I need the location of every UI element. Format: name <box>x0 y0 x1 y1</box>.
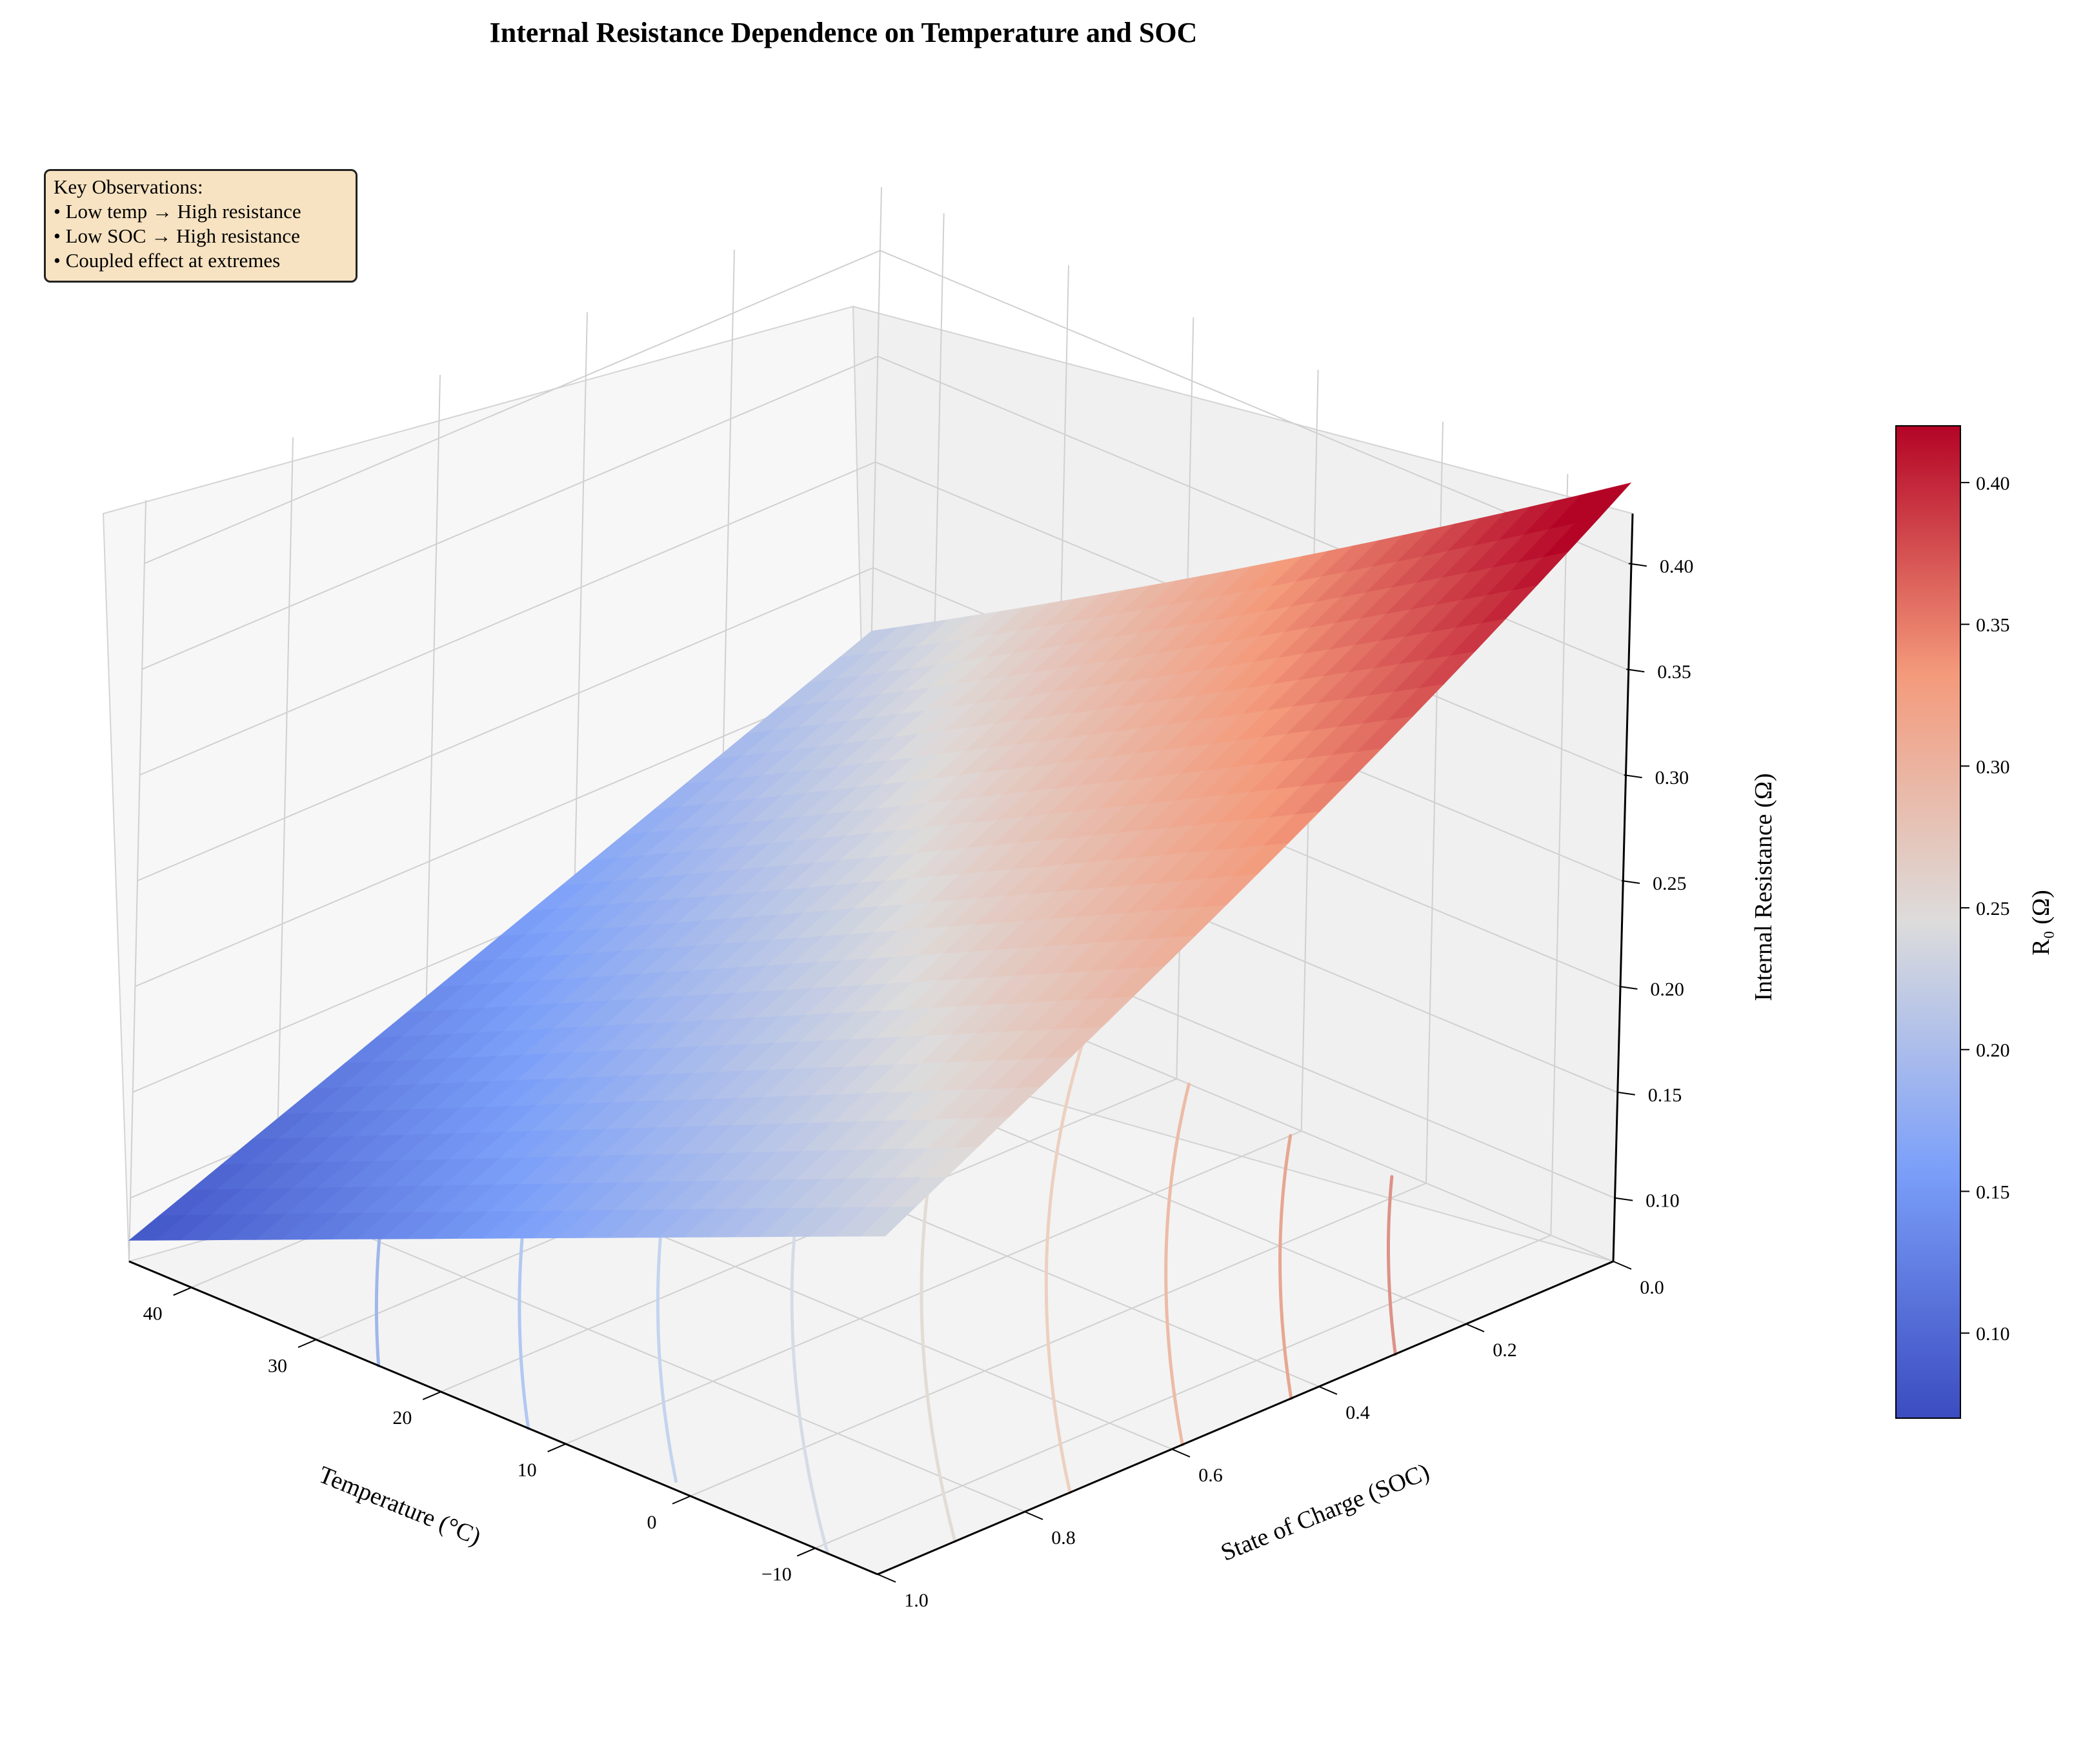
soc-tick <box>877 1574 896 1583</box>
soc-tick-label: 0.0 <box>1640 1277 1664 1298</box>
soc-tick <box>1613 1261 1632 1270</box>
resistance-tick <box>1616 1091 1635 1096</box>
resistance-tick-label: 0.10 <box>1646 1190 1680 1212</box>
soc-tick-label: 0.8 <box>1051 1527 1076 1549</box>
resistance-tick <box>1628 563 1647 567</box>
chart-title: Internal Resistance Dependence on Temper… <box>490 17 1198 48</box>
resistance-tick-label: 0.25 <box>1653 873 1687 894</box>
temperature-tick-label: −10 <box>761 1564 792 1585</box>
floor-contour-line <box>1164 1082 1191 1447</box>
soc-tick-label: 1.0 <box>904 1590 929 1611</box>
floor-contour-line <box>1278 1134 1293 1400</box>
colorbar-tick-label: 0.30 <box>1976 756 2010 777</box>
floor-contour-line <box>1387 1175 1397 1356</box>
soc-axis-line <box>877 1260 1614 1576</box>
soc-tick-label: 0.2 <box>1493 1339 1517 1361</box>
temperature-tick <box>672 1495 691 1505</box>
temperature-tick <box>547 1443 567 1452</box>
temperature-tick <box>796 1547 816 1557</box>
colorbar-label: R₀ (Ω) <box>2028 890 2055 956</box>
gridline-resistance <box>144 250 1629 565</box>
colorbar-tick-label: 0.35 <box>1976 615 2010 636</box>
temperature-tick <box>422 1391 441 1401</box>
soc-tick <box>1318 1386 1338 1395</box>
resistance-axis-label: Internal Resistance (Ω) <box>1750 773 1777 1001</box>
resistance-tick <box>1624 774 1642 779</box>
colorbar-tick-label: 0.40 <box>1976 473 2010 494</box>
resistance-tick <box>1619 985 1638 990</box>
key-observations-box: Key Observations: • Low temp → High resi… <box>44 169 357 283</box>
observation-item: • Coupled effect at extremes <box>54 249 281 272</box>
soc-tick-label: 0.6 <box>1198 1465 1223 1486</box>
resistance-tick-label: 0.40 <box>1660 556 1694 577</box>
soc-axis-label: State of Charge (SOC) <box>1217 1458 1433 1567</box>
observation-item: • Low SOC → High resistance <box>54 225 300 247</box>
soc-tick <box>1024 1511 1043 1520</box>
surface-patch <box>839 626 899 657</box>
floor-contour-line <box>1044 1043 1083 1494</box>
axis-ticks: 40 30 20 10 0 −10 0.0 0.2 0.4 0.6 0.8 1.0 0.10 0.15 0.… <box>143 556 1694 1611</box>
resistance-surface <box>128 482 1632 1241</box>
soc-tick-label: 0.4 <box>1345 1402 1370 1423</box>
colorbar-ticks: 0.10 0.15 0.20 0.25 0.30 0.35 0.40 <box>1960 473 2010 1345</box>
resistance-tick-label: 0.30 <box>1655 767 1689 788</box>
colorbar <box>1895 425 1961 1419</box>
temperature-axis-line <box>128 1260 878 1576</box>
resistance-tick <box>1621 880 1640 884</box>
resistance-tick-label: 0.15 <box>1648 1085 1682 1106</box>
resistance-tick-label: 0.20 <box>1650 979 1684 1000</box>
temperature-tick-label: 40 <box>143 1303 163 1324</box>
colorbar-tick-label: 0.15 <box>1976 1181 2010 1203</box>
gridline-resistance <box>137 566 1622 881</box>
observation-item: • Low temp → High resistance <box>54 200 301 223</box>
resistance-tick-label: 0.35 <box>1657 661 1691 683</box>
observation-heading: Key Observations: <box>54 175 203 198</box>
resistance-tick <box>1615 1197 1633 1201</box>
temperature-tick-label: 10 <box>518 1459 537 1481</box>
temperature-tick-label: 30 <box>268 1355 287 1376</box>
temperature-tick-label: 0 <box>647 1512 657 1533</box>
resistance-tick <box>1626 668 1645 673</box>
temperature-axis-label: Temperature (°C) <box>315 1461 485 1550</box>
colorbar-tick-label: 0.10 <box>1976 1323 2010 1345</box>
temperature-tick <box>297 1339 317 1348</box>
soc-tick <box>1465 1323 1485 1332</box>
colorbar-tick-label: 0.25 <box>1976 898 2010 919</box>
resistance-axis-line <box>1612 513 1634 1262</box>
colorbar-tick-label: 0.20 <box>1976 1040 2010 1061</box>
temperature-tick <box>173 1287 192 1296</box>
temperature-tick-label: 20 <box>392 1407 412 1428</box>
soc-tick <box>1171 1448 1191 1458</box>
